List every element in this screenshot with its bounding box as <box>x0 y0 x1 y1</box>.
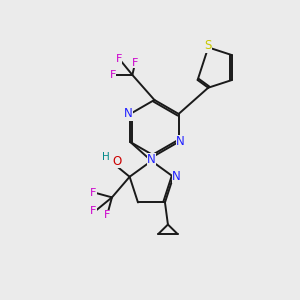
Text: F: F <box>110 70 116 80</box>
Text: S: S <box>205 39 212 52</box>
Text: O: O <box>112 155 122 168</box>
Text: F: F <box>132 58 139 68</box>
Text: F: F <box>90 206 97 216</box>
Text: H: H <box>102 152 110 162</box>
Text: F: F <box>116 54 122 64</box>
Text: N: N <box>147 153 156 166</box>
Text: F: F <box>104 210 111 220</box>
Text: N: N <box>124 107 133 120</box>
Text: N: N <box>176 135 184 148</box>
Text: F: F <box>90 188 97 198</box>
Text: N: N <box>172 170 181 183</box>
